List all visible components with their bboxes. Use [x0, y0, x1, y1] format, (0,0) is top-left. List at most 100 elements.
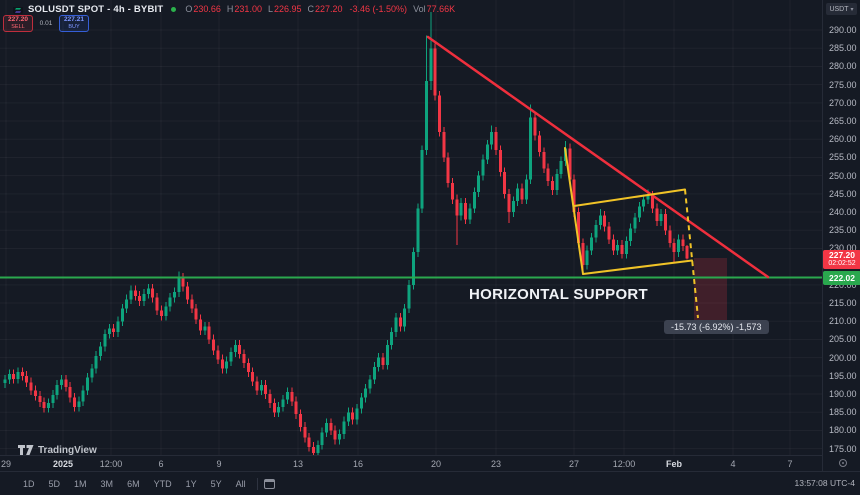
price-tick: 230.00 — [829, 243, 857, 254]
price-axis[interactable]: USDT ▾ 290.00 285.00 280.00 275.00 270.00 265… — [822, 0, 860, 471]
price-tick: 240.00 — [829, 207, 857, 218]
time-tick: 12:00 — [99, 459, 123, 469]
high-label: H — [226, 4, 234, 14]
volume-value: 77.66K — [426, 4, 456, 14]
go-to-date-calendar-icon[interactable] — [263, 478, 275, 489]
time-tick: 29 — [0, 459, 12, 469]
price-tick: 235.00 — [829, 225, 857, 236]
price-tick: 245.00 — [829, 188, 857, 199]
chevron-down-icon: ▾ — [850, 6, 854, 13]
time-axis[interactable]: 29 2025 12:00 6 9 13 16 20 23 27 12:00 Feb 4 7 — [0, 455, 822, 471]
price-tick: 260.00 — [829, 134, 857, 145]
price-tick: 215.00 — [829, 298, 857, 309]
support-annotation-text[interactable]: HORIZONTAL SUPPORT — [469, 286, 649, 303]
close-label: C — [307, 4, 315, 14]
price-tick: 185.00 — [829, 407, 857, 418]
measure-tool-label[interactable]: -15.73 (-6.92%) -1,573 — [664, 320, 769, 334]
time-tick: 7 — [787, 459, 793, 469]
time-tick: 23 — [490, 459, 502, 469]
candlestick-chart[interactable]: HORIZONTAL SUPPORT -15.73 (-6.92%) -1,57… — [0, 0, 822, 455]
price-tick: 290.00 — [829, 25, 857, 36]
chart-canvas — [0, 0, 822, 455]
price-tick: 275.00 — [829, 79, 857, 90]
candles — [3, 11, 689, 455]
toolbar-divider — [256, 477, 258, 490]
bottom-toolbar: 1D 5D 1M 3M 6M YTD 1Y 5Y All 13:57:08 UTC-4 — [0, 471, 860, 495]
change-value: -3.46 (-1.50%) — [349, 4, 408, 14]
sell-price: 227.20 — [8, 16, 28, 23]
price-tick: 270.00 — [829, 97, 857, 108]
market-status-dot — [171, 6, 177, 12]
flag-pole-line[interactable] — [564, 147, 584, 275]
time-tick: 9 — [216, 459, 222, 469]
tradingview-watermark-text: TradingView — [38, 445, 97, 455]
time-tick: 13 — [292, 459, 304, 469]
flag-top-line[interactable] — [573, 188, 686, 207]
range-button-ytd[interactable]: YTD — [153, 478, 172, 489]
support-line-price-label: 222.02 — [823, 270, 860, 285]
price-tick: 255.00 — [829, 152, 857, 163]
price-tick: 265.00 — [829, 116, 857, 127]
measured-move-dashed-line[interactable] — [684, 189, 699, 319]
price-tick: 190.00 — [829, 389, 857, 400]
order-quantity[interactable]: 0.01 — [39, 20, 53, 27]
low-label: L — [267, 4, 273, 14]
descending-trendline[interactable] — [426, 35, 770, 279]
flag-bottom-line[interactable] — [582, 259, 693, 275]
range-button-1m[interactable]: 1M — [74, 478, 87, 489]
trade-buttons: 227.20 SELL 0.01 227.21 BUY — [3, 15, 89, 32]
price-tick: 200.00 — [829, 352, 857, 363]
time-tick: 4 — [730, 459, 736, 469]
symbol-row: SOLUSDT SPOT - 4h - BYBIT O230.66 H231.0… — [13, 3, 455, 15]
time-tick: 6 — [158, 459, 164, 469]
time-tick: 2025 — [52, 459, 74, 469]
sell-label: SELL — [11, 23, 25, 30]
range-button-6m[interactable]: 6M — [127, 478, 140, 489]
tradingview-logo-icon — [18, 445, 34, 455]
exchange-clock[interactable]: 13:57:08 UTC-4 — [794, 478, 855, 488]
open-value: 230.66 — [193, 4, 221, 14]
time-tick: 20 — [430, 459, 442, 469]
volume-label: Vol — [413, 4, 426, 14]
candle-countdown: 02:02:52 — [828, 260, 856, 268]
range-button-all[interactable]: All — [235, 478, 246, 489]
price-tick: 250.00 — [829, 170, 857, 181]
price-tick: 220.00 — [829, 279, 857, 290]
currency-selector-button[interactable]: USDT ▾ — [826, 3, 857, 15]
projection-target-box[interactable] — [694, 258, 727, 320]
solana-symbol-logo — [13, 4, 23, 14]
time-tick: 16 — [352, 459, 364, 469]
range-button-5y[interactable]: 5Y — [210, 478, 222, 489]
price-tick: 210.00 — [829, 316, 857, 327]
time-tick: 12:00 — [612, 459, 636, 469]
date-range-buttons: 1D 5D 1M 3M 6M YTD 1Y 5Y All — [18, 477, 251, 491]
price-tick: 280.00 — [829, 61, 857, 72]
buy-label: BUY — [68, 23, 80, 30]
last-price-value: 227.20 — [829, 249, 855, 260]
range-button-5d[interactable]: 5D — [48, 478, 61, 489]
symbol-title[interactable]: SOLUSDT SPOT - 4h - BYBIT — [28, 3, 164, 15]
price-scale-settings-icon[interactable] — [839, 459, 847, 467]
ohlc-values: O230.66 H231.00 L226.95 C227.20 -3.46 (-… — [185, 4, 455, 14]
last-price-label: 227.20 02:02:52 — [823, 249, 860, 270]
buy-button[interactable]: 227.21 BUY — [59, 15, 89, 32]
currency-label: USDT — [829, 5, 849, 13]
price-tick: 195.00 — [829, 370, 857, 381]
open-label: O — [185, 4, 193, 14]
price-tick: 205.00 — [829, 334, 857, 345]
price-tick: 175.00 — [829, 443, 857, 454]
low-value: 226.95 — [273, 4, 302, 14]
range-button-1y[interactable]: 1Y — [185, 478, 197, 489]
time-tick: 27 — [568, 459, 580, 469]
high-value: 231.00 — [234, 4, 262, 14]
range-button-1d[interactable]: 1D — [23, 478, 35, 489]
buy-price: 227.21 — [64, 16, 84, 23]
grid — [0, 0, 822, 455]
price-tick: 180.00 — [829, 425, 857, 436]
tradingview-watermark: TradingView — [18, 445, 97, 455]
time-tick: Feb — [665, 459, 683, 469]
range-button-3m[interactable]: 3M — [100, 478, 114, 489]
sell-button[interactable]: 227.20 SELL — [3, 15, 33, 32]
chart-header: SOLUSDT SPOT - 4h - BYBIT O230.66 H231.0… — [0, 0, 822, 48]
